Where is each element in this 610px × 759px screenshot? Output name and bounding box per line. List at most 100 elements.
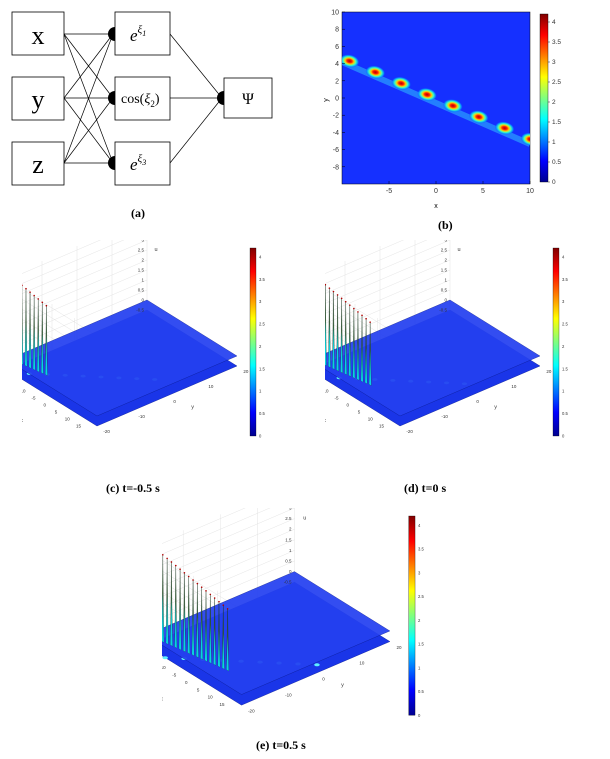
surface-ztick: 2 bbox=[444, 258, 447, 263]
surface-xtick: 5 bbox=[358, 409, 361, 414]
surface-base-plane bbox=[325, 299, 541, 417]
surface-peak-base bbox=[170, 599, 173, 647]
surface-peak-tip bbox=[332, 290, 335, 293]
surface-peak-tip bbox=[344, 300, 347, 303]
surface-peak-tip bbox=[325, 283, 327, 286]
surface-ztick: 0 bbox=[289, 569, 292, 574]
heatmap-ytick: -2 bbox=[333, 113, 339, 120]
surface-ztick: 0.5 bbox=[441, 288, 448, 293]
surface-xtick: 10 bbox=[208, 695, 214, 700]
surface-peak-base bbox=[344, 334, 347, 375]
surface-peak-base bbox=[45, 336, 48, 376]
heatmap-ylabel: y bbox=[323, 98, 330, 102]
surface-plot-d: 43.532.521.510.50-0.5-15-10-5051015-20-1… bbox=[325, 240, 568, 439]
surface-peak-base bbox=[174, 602, 177, 649]
surface-ytick: -20 bbox=[406, 429, 413, 434]
surface-peak-base bbox=[352, 339, 355, 379]
surface-peak-base bbox=[213, 627, 216, 666]
surface-ytick: 0 bbox=[476, 399, 479, 404]
surface-peak-tip bbox=[369, 321, 371, 323]
caption-c: (c) t=-0.5 s bbox=[106, 481, 160, 495]
surface-colorbar-tick: 4 bbox=[562, 254, 565, 259]
surface-xtick: 15 bbox=[76, 423, 82, 428]
heatmap-ytick: -8 bbox=[333, 164, 339, 171]
surface-xtick: 10 bbox=[368, 416, 374, 421]
surface-colorbar-tick: 3 bbox=[418, 570, 421, 575]
surface-peak-base bbox=[37, 331, 40, 372]
input-label-y: y bbox=[32, 85, 45, 114]
heatmap-colorbar-tick: 1.5 bbox=[552, 119, 561, 126]
surface-peak-base bbox=[191, 613, 195, 656]
surface-peak-tip bbox=[37, 298, 40, 300]
surface-peak-tip bbox=[226, 608, 229, 610]
hidden-label-3: eξ3 bbox=[130, 153, 146, 174]
surface-peak-base bbox=[33, 328, 36, 371]
soliton-peak bbox=[342, 54, 360, 68]
soliton-peak bbox=[494, 121, 515, 135]
surface-peak-tip bbox=[218, 600, 220, 603]
surface-colorbar-tick: 1 bbox=[562, 389, 565, 394]
surface-peak-tip bbox=[183, 571, 186, 574]
surface-ytick: 20 bbox=[546, 369, 552, 374]
surface-ztick: 3 bbox=[141, 240, 144, 243]
surface-peak-base bbox=[29, 326, 32, 369]
soliton-peak bbox=[468, 110, 489, 124]
heatmap-colorbar-tick: 1 bbox=[552, 139, 556, 146]
surface-ytick: 0 bbox=[322, 677, 325, 682]
heatmap-xtick: 0 bbox=[434, 188, 438, 195]
input-box-y bbox=[11, 76, 65, 121]
heatmap-ytick: 2 bbox=[335, 78, 339, 85]
surface-ztick: 1.5 bbox=[138, 268, 145, 273]
surface-colorbar-tick: 3 bbox=[562, 299, 565, 304]
contour-peak bbox=[162, 656, 168, 660]
surface-ztick: 3 bbox=[444, 240, 447, 243]
heatmap-ytick: 10 bbox=[331, 10, 339, 17]
surface-xtick: -10 bbox=[22, 388, 26, 393]
surface-ztick: 2.5 bbox=[441, 248, 448, 253]
surface-xtick: -5 bbox=[334, 395, 338, 400]
surface-colorbar-tick: 0.5 bbox=[418, 689, 424, 694]
surface-colorbar-tick: 4 bbox=[259, 254, 262, 259]
heatmap-xtick: 10 bbox=[526, 188, 534, 195]
surface-xtick: -10 bbox=[162, 665, 166, 670]
network-diagram: x y z eξ1 cos(ξ2) eξ3 Ψ bbox=[11, 11, 273, 186]
surface-peak-base bbox=[200, 619, 203, 660]
surface-peak-tip bbox=[45, 304, 48, 307]
surface-ytick: 20 bbox=[243, 369, 249, 374]
soliton-peak bbox=[417, 87, 437, 102]
surface-ytick: 10 bbox=[208, 384, 214, 389]
surface-colorbar-tick: 1.5 bbox=[418, 642, 424, 647]
surface-colorbar-tick: 0 bbox=[418, 713, 421, 718]
surface-peak-base bbox=[222, 633, 225, 670]
surface-peak-tip bbox=[353, 307, 355, 310]
surface-peak-base bbox=[356, 342, 359, 381]
surface-peak-tip bbox=[209, 593, 212, 596]
surface-peak-tip bbox=[187, 575, 190, 578]
heatmap-colorbar-tick: 4 bbox=[552, 19, 556, 26]
surface-peak-base bbox=[217, 630, 221, 668]
surface-xlabel: x bbox=[22, 418, 23, 424]
surface-peak-tip bbox=[205, 590, 207, 592]
surface-ztick: -0.5 bbox=[439, 308, 447, 313]
surface-colorbar-tick: 3.5 bbox=[562, 277, 568, 282]
heatmap-colorbar-tick: 2.5 bbox=[552, 79, 561, 86]
heatmap-ytick: 6 bbox=[335, 44, 339, 51]
caption-d: (d) t=0 s bbox=[404, 481, 447, 495]
surface-peak-tip bbox=[336, 294, 339, 296]
surface-ytick: 10 bbox=[511, 384, 517, 389]
surface-colorbar-tick: 0 bbox=[259, 434, 262, 439]
surface-peak-base bbox=[162, 593, 164, 643]
surface-xtick: -10 bbox=[325, 388, 329, 393]
surface-peak-tip bbox=[174, 564, 177, 567]
heatmap-colorbar bbox=[539, 13, 549, 183]
surface-peak-tip bbox=[357, 311, 359, 313]
heatmap-ytick: -6 bbox=[333, 147, 339, 154]
surface-xtick: 0 bbox=[43, 402, 46, 407]
surface-colorbar bbox=[552, 247, 560, 437]
surface-colorbar-tick: 2 bbox=[259, 344, 262, 349]
soliton-peak bbox=[520, 132, 530, 146]
hidden-label-2: cos(ξ2) bbox=[121, 92, 160, 109]
heatmap-colorbar-tick: 0.5 bbox=[552, 159, 561, 166]
heatmap-colorbar-ticks: 4 3.5 3 2.5 2 1.5 1 0.5 0 bbox=[548, 19, 561, 186]
surface-colorbar bbox=[408, 515, 416, 716]
